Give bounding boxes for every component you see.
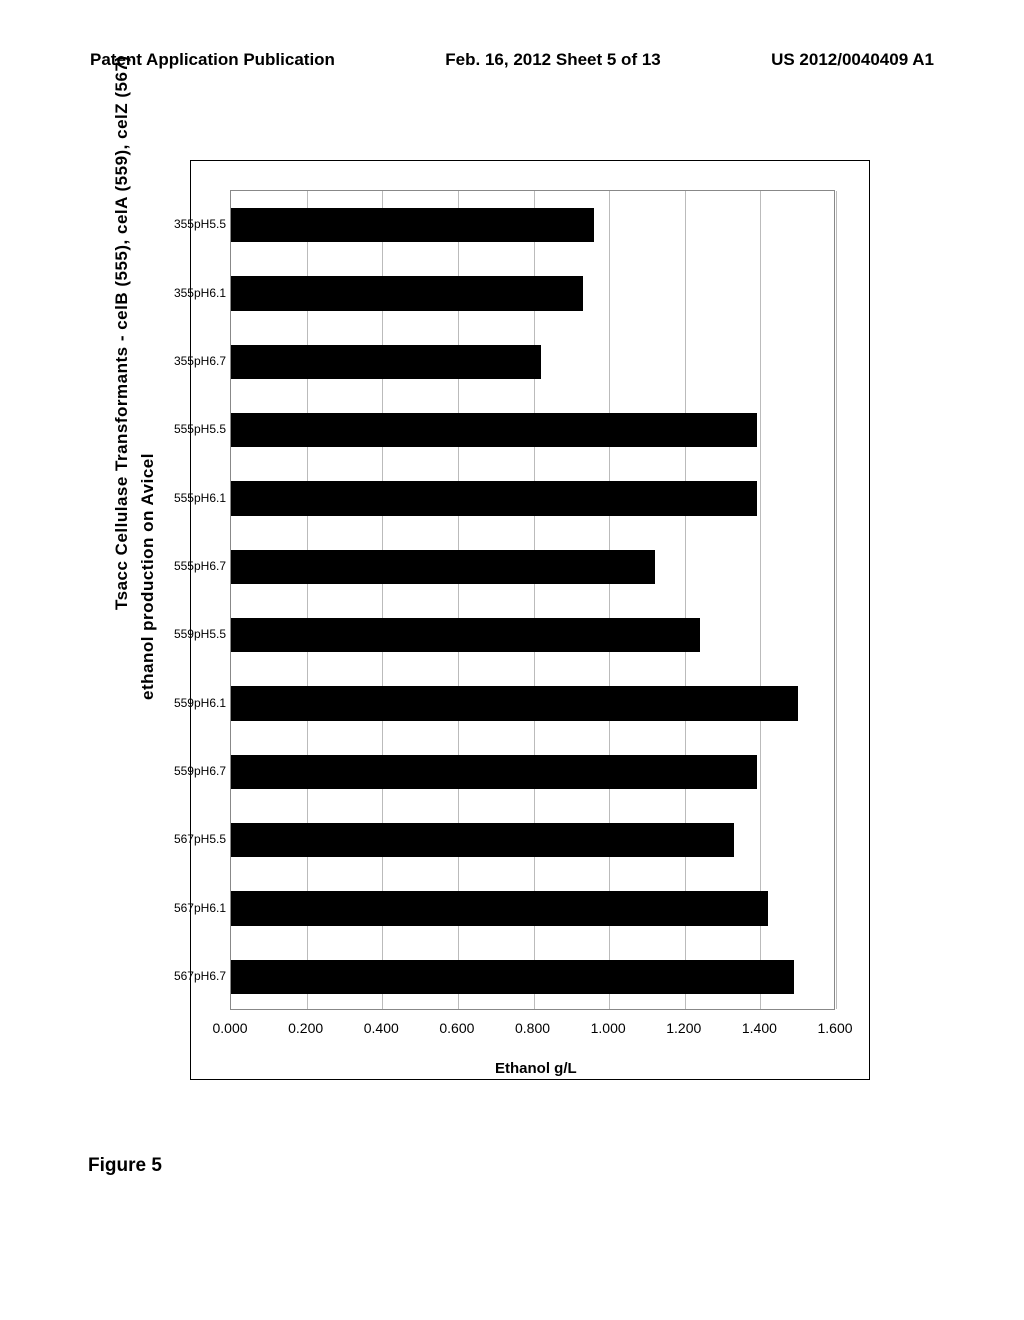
category-label: 555pH6.1: [174, 491, 226, 505]
header-center: Feb. 16, 2012 Sheet 5 of 13: [445, 50, 660, 70]
figure-caption: Figure 5: [88, 1155, 162, 1177]
xtick-label: 1.600: [817, 1020, 852, 1036]
xtick-label: 0.000: [212, 1020, 247, 1036]
gridline: [685, 191, 686, 1009]
category-label: 567pH5.5: [174, 832, 226, 846]
xtick-label: 1.400: [742, 1020, 777, 1036]
bar: [231, 481, 757, 515]
chart-title: Tsacc Cellulase Transformants - celB (55…: [112, 55, 132, 610]
gridline: [307, 191, 308, 1009]
bar: [231, 208, 594, 242]
gridline: [534, 191, 535, 1009]
category-label: 567pH6.7: [174, 969, 226, 983]
category-label: 559pH6.7: [174, 764, 226, 778]
category-label: 559pH6.1: [174, 696, 226, 710]
bar: [231, 618, 700, 652]
category-label: 567pH6.1: [174, 901, 226, 915]
xtick-label: 0.800: [515, 1020, 550, 1036]
bar: [231, 960, 794, 994]
bar: [231, 276, 583, 310]
gridline: [836, 191, 837, 1009]
xtick-label: 1.000: [591, 1020, 626, 1036]
xtick-label: 1.200: [666, 1020, 701, 1036]
bar: [231, 686, 798, 720]
gridline: [382, 191, 383, 1009]
bar: [231, 891, 768, 925]
xtick-label: 0.400: [364, 1020, 399, 1036]
xaxis-label: Ethanol g/L: [495, 1060, 577, 1077]
xtick-label: 0.200: [288, 1020, 323, 1036]
page-header: Patent Application Publication Feb. 16, …: [0, 50, 1024, 70]
page: Patent Application Publication Feb. 16, …: [0, 0, 1024, 1320]
gridline: [760, 191, 761, 1009]
bar: [231, 413, 757, 447]
bar: [231, 550, 655, 584]
header-right: US 2012/0040409 A1: [771, 50, 934, 70]
gridline: [609, 191, 610, 1009]
category-label: 559pH5.5: [174, 627, 226, 641]
category-label: 355pH6.7: [174, 354, 226, 368]
chart-subtitle: ethanol production on Avicel: [138, 453, 158, 700]
bar: [231, 755, 757, 789]
category-label: 555pH6.7: [174, 559, 226, 573]
bar: [231, 345, 541, 379]
category-label: 555pH5.5: [174, 422, 226, 436]
xtick-label: 0.600: [439, 1020, 474, 1036]
gridline: [458, 191, 459, 1009]
bar: [231, 823, 734, 857]
category-label: 355pH6.1: [174, 286, 226, 300]
plot-area: [230, 190, 835, 1010]
category-label: 355pH5.5: [174, 217, 226, 231]
